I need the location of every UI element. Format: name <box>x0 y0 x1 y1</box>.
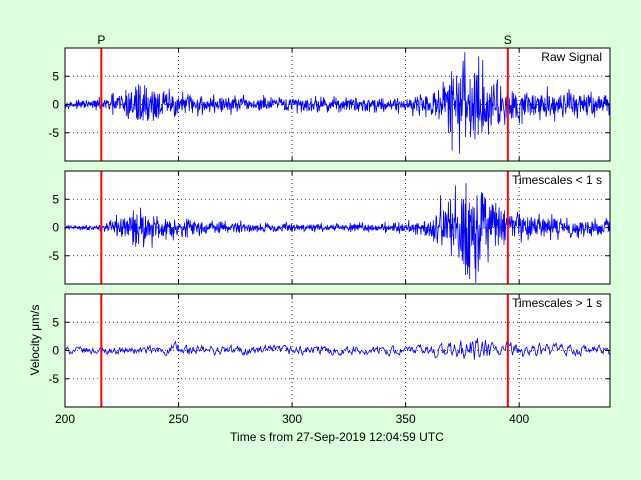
y-tick-label: -5 <box>48 249 59 263</box>
y-tick-label: 5 <box>52 69 59 83</box>
y-tick-label: -5 <box>48 372 59 386</box>
panel-title: Timescales > 1 s <box>512 296 602 310</box>
y-tick-label: 0 <box>52 344 59 358</box>
panel-3: -5 0 5 200 250 300 350 400 Timescales > 1 s <box>48 293 611 426</box>
signal-trace <box>65 52 610 154</box>
y-axis-label: Velocity μm/s <box>28 305 42 376</box>
phase-marker-label: S <box>504 33 512 47</box>
panel-title: Timescales < 1 s <box>512 173 602 187</box>
x-axis-label: Time s from 27-Sep-2019 12:04:59 UTC <box>230 430 444 444</box>
y-tick-label: 5 <box>52 315 59 329</box>
signal-trace <box>65 183 610 284</box>
panel-title: Raw Signal <box>541 50 602 64</box>
x-tick-label: 300 <box>282 412 302 426</box>
y-tick-label: 0 <box>52 98 59 112</box>
x-tick-label: 250 <box>169 412 189 426</box>
panel-2: -5 0 5 Timescales < 1 s <box>48 170 611 285</box>
phase-marker-label: P <box>97 33 105 47</box>
signal-trace <box>65 337 610 360</box>
y-tick-label: -5 <box>48 126 59 140</box>
y-tick-label: 5 <box>52 192 59 206</box>
y-tick-label: 0 <box>52 221 59 235</box>
x-tick-label: 400 <box>509 412 529 426</box>
panels: P S -5 0 5 Raw Signal -5 0 5 Timescales < 1 s -5 0 5… <box>48 33 611 426</box>
x-tick-label: 350 <box>396 412 416 426</box>
panel-1: P S -5 0 5 Raw Signal <box>48 33 611 162</box>
x-tick-label: 200 <box>55 412 75 426</box>
